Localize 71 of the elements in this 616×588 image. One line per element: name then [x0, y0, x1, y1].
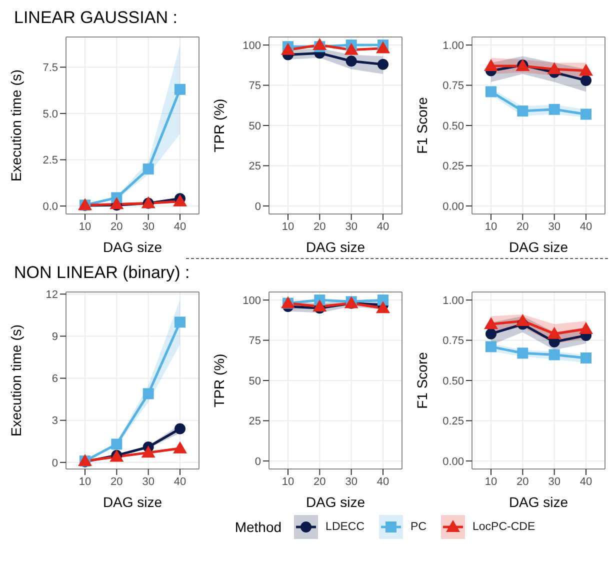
y-tick-label: 0.25 — [442, 160, 464, 173]
y-axis-title: F1 Score — [414, 352, 430, 409]
x-tick-label: 20 — [314, 476, 326, 488]
y-axis-title: TPR (%) — [210, 354, 227, 408]
y-tick-label: 6 — [52, 373, 58, 386]
y-tick-label: 0.00 — [442, 200, 464, 213]
y-tick-label: 0.75 — [442, 335, 464, 348]
x-tick-label: 30 — [548, 220, 560, 233]
y-tick-label: 0.00 — [442, 456, 464, 468]
y-tick-label: 50 — [248, 120, 261, 132]
y-tick-label: 5.0 — [42, 108, 58, 120]
y-axis-title: TPR (%) — [210, 98, 227, 152]
y-tick-label: 2.5 — [42, 154, 58, 167]
x-tick-label: 20 — [516, 476, 529, 488]
y-tick-label: 1.00 — [442, 294, 464, 307]
y-tick-label: 100 — [242, 40, 261, 52]
x-tick-label: 10 — [282, 476, 294, 488]
y-tick-label: 7.5 — [42, 62, 58, 74]
x-axis-title: DAG size — [102, 494, 162, 510]
x-tick-label: 30 — [345, 220, 358, 233]
y-tick-label: 50 — [248, 375, 261, 388]
y-tick-label: 0.25 — [442, 416, 464, 428]
chart-title: NON LINEAR (binary) : — [14, 263, 191, 283]
x-tick-label: 10 — [78, 476, 92, 488]
y-tick-label: 3 — [52, 415, 58, 428]
y-tick-label: 0.75 — [442, 80, 464, 92]
x-tick-label: 40 — [174, 476, 186, 488]
x-axis-title: DAG size — [508, 494, 568, 510]
x-tick-label: 30 — [142, 220, 154, 233]
x-axis-title: DAG size — [306, 494, 366, 510]
x-tick-label: 40 — [376, 476, 390, 488]
x-tick-label: 40 — [174, 220, 186, 233]
y-tick-label: 0 — [254, 200, 261, 213]
y-tick-label: 25 — [248, 160, 261, 173]
y-tick-label: 9 — [52, 331, 58, 344]
x-axis-title: DAG size — [508, 239, 568, 255]
x-tick-label: 40 — [580, 220, 592, 233]
y-axis-title: Execution time (s) — [8, 69, 24, 182]
x-tick-label: 20 — [110, 220, 123, 233]
x-tick-label: 20 — [314, 220, 326, 233]
legend-label: PC — [410, 521, 427, 533]
y-tick-label: 75 — [248, 335, 261, 348]
y-tick-label: 0 — [254, 456, 261, 468]
x-tick-label: 30 — [345, 476, 358, 488]
x-tick-label: 10 — [282, 220, 294, 233]
y-tick-label: 75 — [248, 80, 261, 92]
x-tick-label: 10 — [484, 476, 498, 488]
y-tick-label: 0.50 — [442, 120, 464, 132]
x-tick-label: 10 — [78, 220, 92, 233]
x-tick-label: 30 — [548, 476, 560, 488]
y-tick-label: 0 — [52, 457, 58, 470]
y-axis-title: Execution time (s) — [8, 324, 24, 437]
x-tick-label: 10 — [484, 220, 498, 233]
legend-label: LDECC — [326, 521, 365, 533]
x-tick-label: 40 — [580, 476, 592, 488]
legend-label: LocPC-CDE — [472, 521, 536, 533]
x-axis-title: DAG size — [102, 239, 162, 255]
chart-title: LINEAR GAUSSIAN : — [14, 8, 178, 28]
y-tick-label: 0.50 — [442, 375, 464, 388]
x-tick-label: 20 — [516, 220, 529, 233]
y-axis-title: F1 Score — [414, 96, 430, 154]
x-tick-label: 30 — [142, 476, 154, 488]
y-tick-label: 1.00 — [442, 40, 464, 52]
y-tick-label: 12 — [46, 289, 58, 302]
y-tick-label: 100 — [242, 294, 261, 307]
x-tick-label: 40 — [376, 220, 390, 233]
x-tick-label: 20 — [110, 476, 123, 488]
x-axis-title: DAG size — [306, 239, 366, 255]
y-tick-label: 0.0 — [42, 200, 58, 213]
y-tick-label: 25 — [248, 416, 261, 428]
legend-title: Method — [234, 519, 282, 535]
